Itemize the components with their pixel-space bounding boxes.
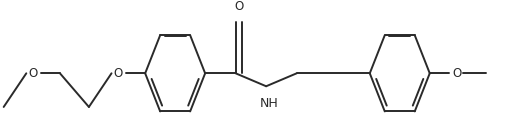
Text: NH: NH — [259, 97, 278, 110]
Text: O: O — [452, 67, 462, 80]
Text: O: O — [234, 0, 244, 13]
Text: O: O — [113, 67, 123, 80]
Text: O: O — [28, 67, 37, 80]
